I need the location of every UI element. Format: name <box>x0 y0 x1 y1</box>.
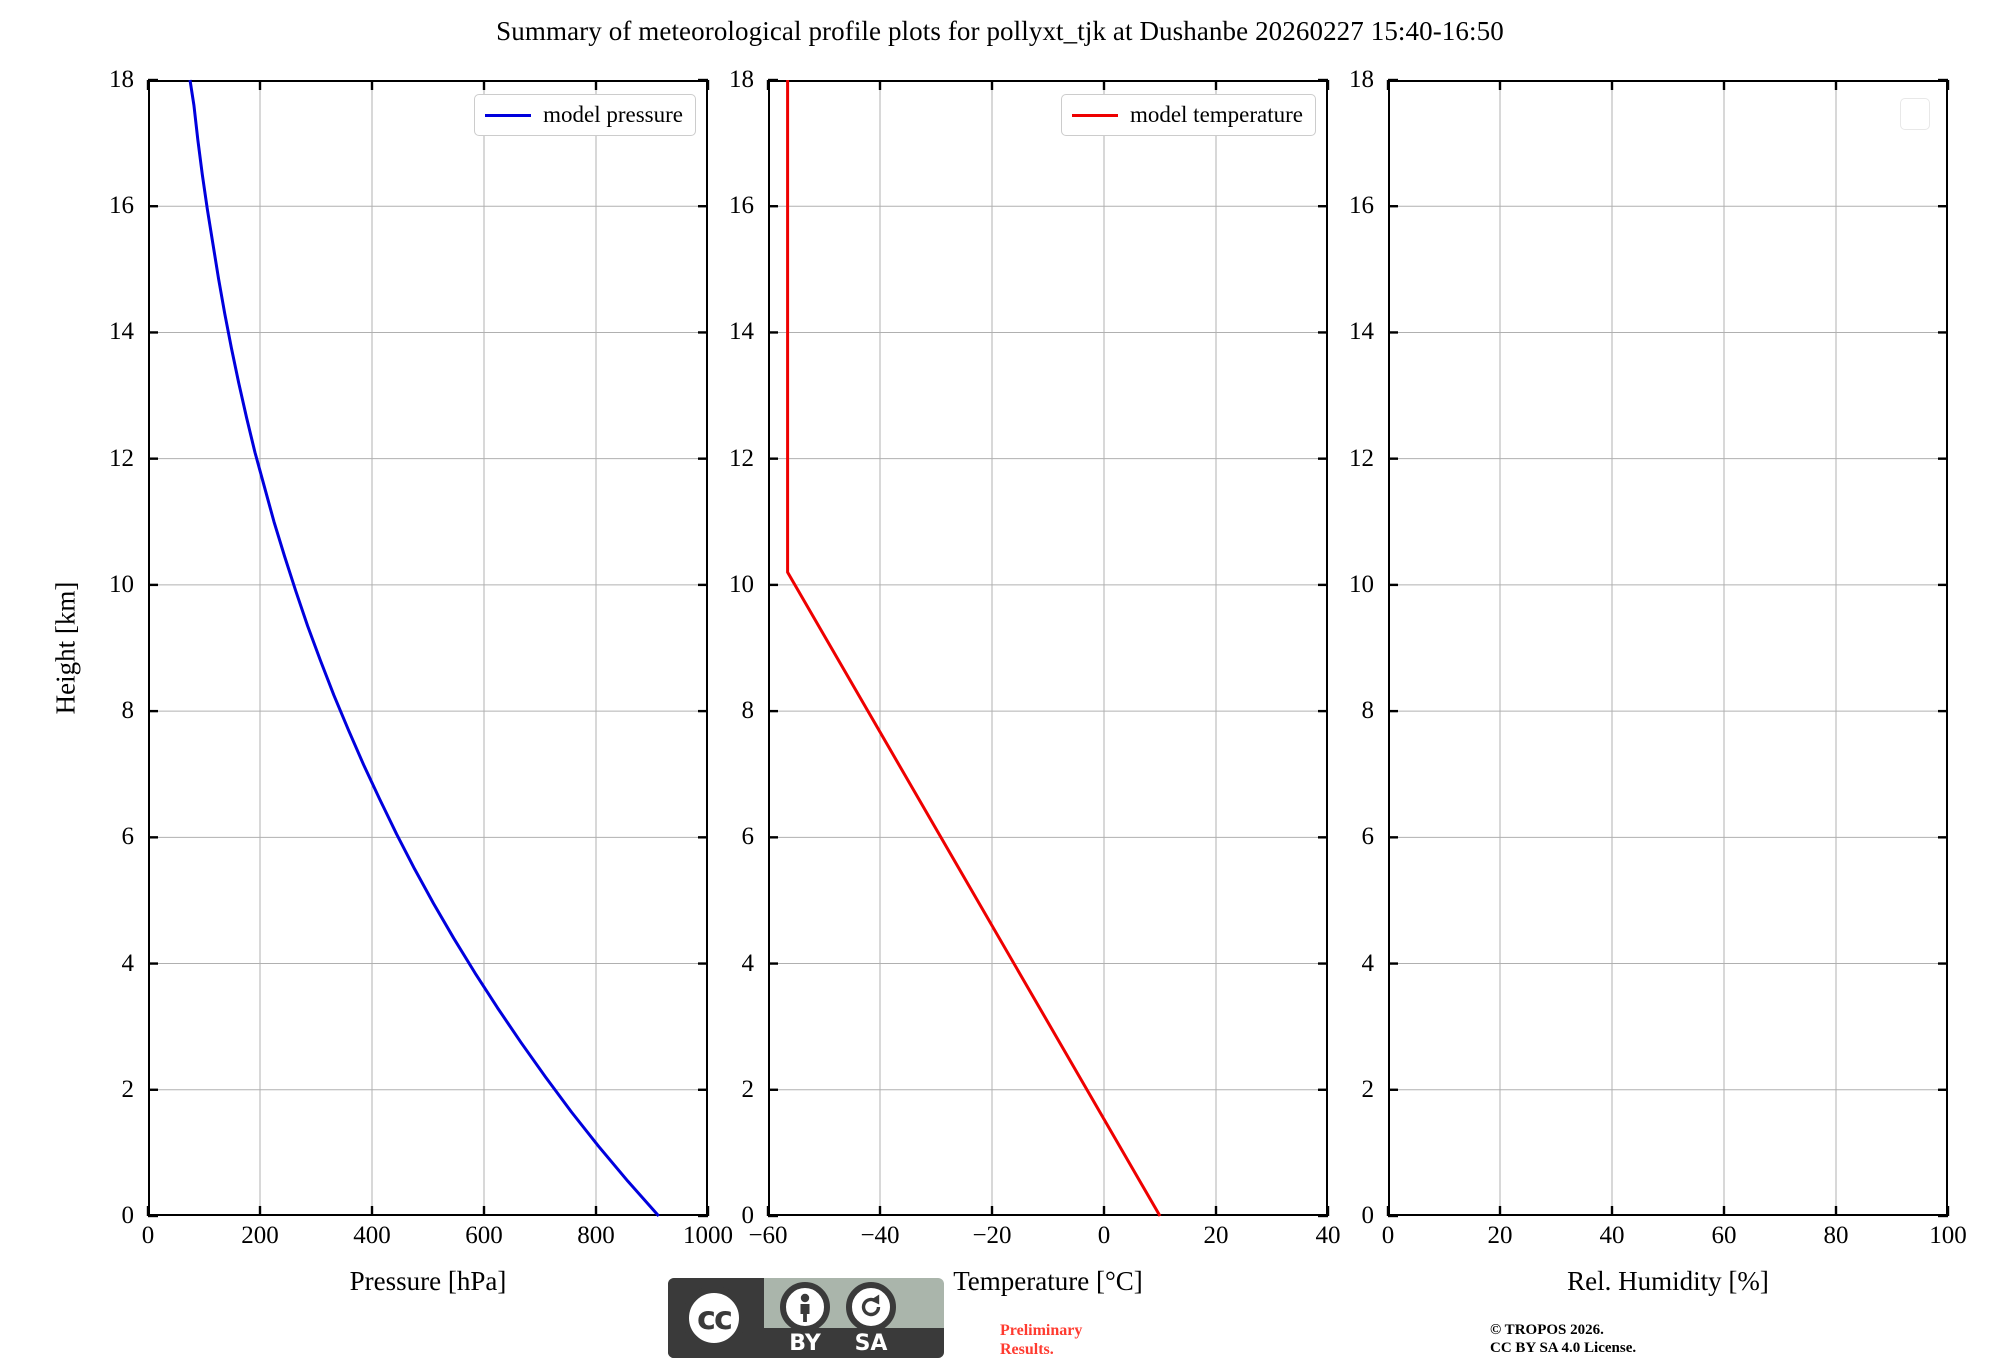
panel-humidity: Rel. Humidity [%] 0 20 40 60 80 100 0 2 4 6 8 10 12 1… <box>1349 66 1967 1296</box>
y-tick-label: 0 <box>121 1202 135 1229</box>
copyright-line-1: © TROPOS 2026. <box>1490 1322 1604 1338</box>
cc-by-label: BY <box>789 1331 821 1356</box>
x-tick-label: 20 <box>1487 1222 1513 1249</box>
x-axis-title-pressure: Pressure [hPa] <box>349 1266 507 1296</box>
x-tick-label: 20 <box>1203 1222 1229 1249</box>
x-tick-label: 0 <box>1097 1222 1111 1249</box>
y-tick-label: 18 <box>729 66 754 93</box>
x-tick-label: 800 <box>577 1222 615 1249</box>
preliminary-line-2: Results. <box>1000 1340 1054 1358</box>
y-tick-label: 10 <box>1349 570 1374 598</box>
y-tick-label: 8 <box>1361 697 1375 725</box>
x-tick-label: 0 <box>1381 1222 1395 1249</box>
data-series-line <box>190 80 659 1216</box>
cc-sa-label: SA <box>854 1331 888 1356</box>
legend-humidity-empty[interactable] <box>1900 98 1930 130</box>
axes-frame-humidity <box>1388 80 1948 1216</box>
copyright-note: © TROPOS 2026. CC BY SA 4.0 License. <box>1490 1322 1636 1357</box>
y-tick-label: 10 <box>109 570 134 598</box>
y-tick-label: 2 <box>1361 1075 1375 1103</box>
cc-logo-icon: cc <box>682 1286 746 1350</box>
legend-swatch-model-temperature <box>1071 113 1118 117</box>
x-tick-label: 0 <box>141 1222 155 1249</box>
creative-commons-badge: cc BY SA <box>668 1278 944 1358</box>
page-title: Summary of meteorological profile plots … <box>496 16 1504 46</box>
preliminary-results-note: Preliminary Results. <box>1000 1322 1082 1360</box>
plot-area-pressure <box>148 80 708 1216</box>
y-axis-title: Height [km] <box>50 581 81 715</box>
y-tick-label: 12 <box>729 444 754 472</box>
x-tick-label: 40 <box>1599 1222 1625 1249</box>
axes-frame-temperature <box>768 80 1328 1216</box>
x-tick-label: 80 <box>1823 1222 1849 1249</box>
y-tick-label: 16 <box>109 192 134 220</box>
y-tick-label: 12 <box>1349 444 1374 472</box>
y-tick-label: 0 <box>741 1202 755 1229</box>
y-tick-label: 2 <box>121 1075 135 1103</box>
x-tick-label: −60 <box>748 1222 788 1249</box>
y-tick-label: 6 <box>1361 823 1375 851</box>
y-tick-label: 12 <box>109 444 134 472</box>
plot-area-temperature <box>768 80 1328 1216</box>
cc-person-icon <box>780 1282 830 1332</box>
legend-label-model-pressure: model pressure <box>543 102 683 127</box>
share-alike-glyph <box>861 1294 881 1317</box>
y-tick-label: 0 <box>1361 1202 1375 1229</box>
y-tick-label: 10 <box>729 570 754 598</box>
y-tick-label: 8 <box>741 697 755 725</box>
legend-swatch-model-pressure <box>485 113 532 117</box>
data-series-line <box>788 80 1160 1216</box>
x-axis-title-temperature: Temperature [°C] <box>953 1266 1143 1296</box>
person-glyph <box>800 1293 810 1322</box>
panel-temperature: model temperature Temperature [°C] −60 −4… <box>729 66 1341 1296</box>
panel-pressure: model pressure Pressure [hPa] 0 200 400 600… <box>109 66 733 1296</box>
x-tick-label: 40 <box>1315 1222 1341 1249</box>
legend-temperature[interactable]: model temperature <box>1060 94 1316 136</box>
x-tick-label: 100 <box>1929 1222 1967 1249</box>
x-tick-label: 1000 <box>683 1222 733 1249</box>
preliminary-line-1: Preliminary <box>1000 1322 1083 1339</box>
y-tick-label: 4 <box>741 949 755 977</box>
y-tick-label: 8 <box>121 697 135 725</box>
x-axis-title-humidity: Rel. Humidity [%] <box>1567 1266 1769 1296</box>
x-tick-label: −20 <box>972 1222 1012 1249</box>
y-tick-label: 14 <box>729 318 754 346</box>
x-tick-label: 60 <box>1711 1222 1737 1249</box>
x-tick-label: −40 <box>860 1222 900 1249</box>
y-tick-label: 16 <box>729 192 754 220</box>
plot-area-humidity <box>1388 80 1948 1216</box>
cc-share-alike-icon <box>846 1282 896 1332</box>
y-tick-label: 2 <box>741 1075 755 1103</box>
x-tick-label: 200 <box>241 1222 279 1249</box>
y-tick-label: 6 <box>121 823 135 851</box>
y-tick-label: 4 <box>121 949 135 977</box>
y-tick-label: 14 <box>109 318 134 346</box>
copyright-line-2: CC BY SA 4.0 License. <box>1490 1339 1637 1356</box>
y-tick-label: 14 <box>1349 318 1374 346</box>
x-tick-label: 600 <box>465 1222 503 1249</box>
y-tick-label: 18 <box>1349 66 1374 93</box>
legend-label-model-temperature: model temperature <box>1129 102 1303 127</box>
axes-frame-pressure <box>148 80 708 1216</box>
legend-pressure[interactable]: model pressure <box>474 94 696 136</box>
y-tick-label: 16 <box>1349 192 1374 220</box>
y-tick-label: 18 <box>109 66 134 93</box>
y-tick-label: 6 <box>741 823 755 851</box>
x-tick-label: 400 <box>353 1222 391 1249</box>
y-tick-label: 4 <box>1361 949 1375 977</box>
